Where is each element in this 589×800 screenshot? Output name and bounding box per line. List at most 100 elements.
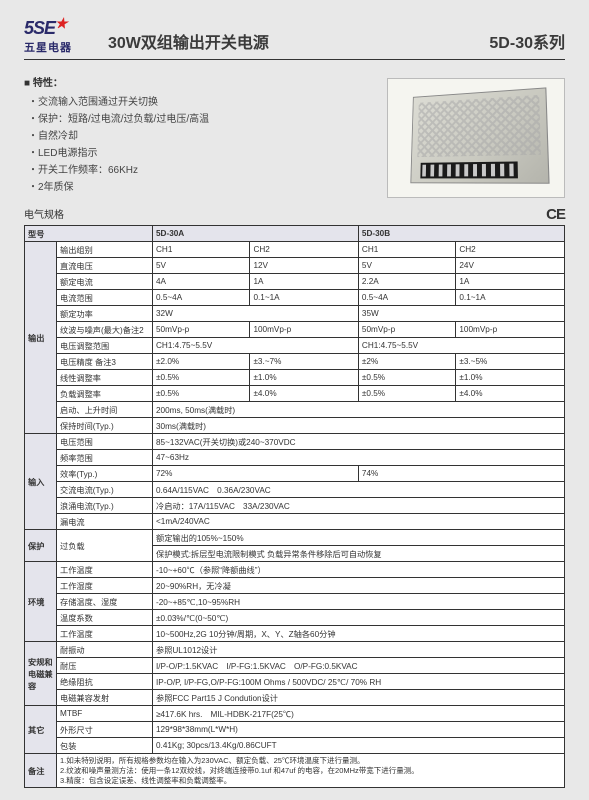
features-heading: ■ 特性： [24,74,387,89]
cell: 30ms(满载时) [153,418,565,434]
cell: ±1.0% [456,370,565,386]
features-row: ■ 特性： 交流输入范围通过开关切换 保护：短路/过电流/过负载/过电压/高温 … [24,74,565,198]
cell: CH1:4.75~5.5V [153,338,359,354]
cell: CH2 [456,242,565,258]
feature-item: 交流输入范围通过开关切换 [28,93,387,108]
lbl: MTBF [57,706,153,722]
cell: 129*98*38mm(L*W*H) [153,722,565,738]
cell: ≥417.6K hrs. MIL-HDBK-217F(25℃) [153,706,565,722]
cell: 74% [358,466,564,482]
psu-illustration [410,87,549,183]
cell: ±2.0% [153,354,250,370]
lbl: 温度系数 [57,610,153,626]
cell: 12V [250,258,358,274]
cell: 1A [250,274,358,290]
grp-output: 输出 [25,242,57,434]
features-list: 交流输入范围通过开关切换 保护：短路/过电流/过负载/过电压/高温 自然冷却 L… [24,93,387,193]
cell: ±3.~7% [250,354,358,370]
lbl: 电流范围 [57,290,153,306]
cell: -10~+60℃（参照“降额曲线”） [153,562,565,578]
cell: 20~90%RH，无冷凝 [153,578,565,594]
th-30a: 5D-30A [153,226,359,242]
cell: 72% [153,466,359,482]
cell: 24V [456,258,565,274]
lbl: 工作湿度 [57,578,153,594]
cell: 5V [153,258,250,274]
cell: ±0.5% [358,370,455,386]
lbl: 外形尺寸 [57,722,153,738]
cell: 0.5~4A [153,290,250,306]
lbl: 直流电压 [57,258,153,274]
lbl: 频率范围 [57,450,153,466]
spec-section-label: 电气规格 CE [24,206,565,221]
cell: ±3.~5% [456,354,565,370]
cell: 参照FCC Part15 J Condution设计 [153,690,565,706]
cell: 0.1~1A [250,290,358,306]
cell: 100mVp-p [456,322,565,338]
cell: ±0.5% [153,370,250,386]
cell: 2.2A [358,274,455,290]
lbl: 交流电流(Typ.) [57,482,153,498]
lbl: 效率(Typ.) [57,466,153,482]
grp-env: 环境 [25,562,57,642]
feature-item: 开关工作频率：66KHz [28,161,387,176]
lbl: 电磁兼容发射 [57,690,153,706]
star-icon: ★ [55,15,67,31]
lbl: 额定电流 [57,274,153,290]
cell: 10~500Hz,2G 10分钟/周期，X、Y、Z轴各60分钟 [153,626,565,642]
logo-block: 5SE★ 五星电器 [24,18,94,55]
lbl: 绝缘阻抗 [57,674,153,690]
cell: 参照UL1012设计 [153,642,565,658]
cell: -20~+85℃,10~95%RH [153,594,565,610]
cell: 50mVp-p [153,322,250,338]
cell: ±0.03%/℃(0~50℃) [153,610,565,626]
cell: 保护模式:拆层型电流限制模式 负载异常条件移除后可自动恢复 [153,546,565,562]
cell: 200ms, 50ms(满载时) [153,402,565,418]
series-label: 5D-30系列 [489,29,565,55]
lbl: 工作温度 [57,562,153,578]
cell: CH1 [358,242,455,258]
lbl: 包装 [57,738,153,754]
lbl: 负载调整率 [57,386,153,402]
lbl: 浪涌电流(Typ.) [57,498,153,514]
lbl: 过负载 [57,530,153,562]
cell: 0.64A/115VAC 0.36A/230VAC [153,482,565,498]
lbl: 保持时间(Typ.) [57,418,153,434]
lbl: 漏电流 [57,514,153,530]
cell: 47~63Hz [153,450,565,466]
cell: 额定输出的105%~150% [153,530,565,546]
lbl: 耐振动 [57,642,153,658]
lbl: 存储温度、湿度 [57,594,153,610]
cell: 85~132VAC(开关切换)或240~370VDC [153,434,565,450]
lbl: 电压精度 备注3 [57,354,153,370]
cell: CH2 [250,242,358,258]
lbl: 电压调整范围 [57,338,153,354]
logo-cn: 五星电器 [24,39,94,55]
cell: 32W [153,306,359,322]
lbl: 耐压 [57,658,153,674]
cell: CH1:4.75~5.5V [358,338,564,354]
cell: 冷启动：17A/115VAC 33A/230VAC [153,498,565,514]
cell: 0.1~1A [456,290,565,306]
th-model: 型号 [25,226,153,242]
cell: 0.5~4A [358,290,455,306]
grp-input: 输入 [25,434,57,530]
cell: ±1.0% [250,370,358,386]
feature-item: 2年质保 [28,178,387,193]
cell: CH1 [153,242,250,258]
notes-text: 1.如未特别说明，所有规格参数均在输入为230VAC、额定负载、25℃环境温度下… [60,756,561,786]
cell: ±0.5% [358,386,455,402]
grp-safety: 安规和电磁兼容 [25,642,57,706]
lbl: 电压范围 [57,434,153,450]
logo-brand: 5SE★ [24,18,94,39]
cell: 1A [456,274,565,290]
lbl: 纹波与噪声(最大)备注2 [57,322,153,338]
cell: ±2% [358,354,455,370]
cell: I/P-O/P:1.5KVAC I/P-FG:1.5KVAC O/P-FG:0.… [153,658,565,674]
product-image [387,78,565,198]
feature-item: LED电源指示 [28,144,387,159]
cell: ±0.5% [153,386,250,402]
lbl: 输出组别 [57,242,153,258]
cell: ±4.0% [250,386,358,402]
cell: 0.41Kg; 30pcs/13.4Kg/0.86CUFT [153,738,565,754]
